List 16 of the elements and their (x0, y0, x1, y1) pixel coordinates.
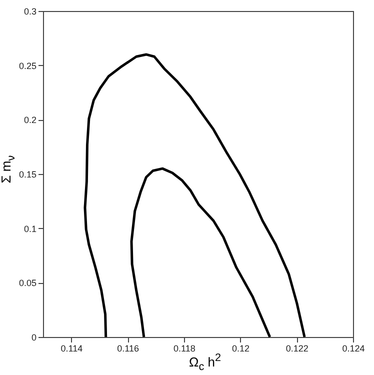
y-tick-label: 0 (31, 332, 36, 342)
y-tick-label: 0.3 (24, 6, 36, 16)
line-series (84, 53, 306, 338)
x-tick-label: 0.12 (232, 344, 250, 354)
y-tick-label: 0.1 (24, 224, 36, 234)
x-tick-label: 0.114 (60, 344, 83, 354)
y-tick-label: 0.25 (18, 60, 36, 71)
x-tick-label: 0.118 (173, 344, 196, 354)
x-tick-label: 0.116 (117, 344, 139, 354)
x-tick-label: 0.124 (342, 344, 365, 354)
x-tick-label: 0.122 (286, 344, 308, 354)
y-tick-label: 0.2 (24, 115, 36, 126)
y-tick-label: 0.15 (18, 170, 36, 180)
line-series (130, 167, 272, 338)
y-tick-label: 0.05 (18, 278, 36, 288)
x-axis-title: Ω$_{c}$ h$^{2}$ (188, 352, 222, 373)
